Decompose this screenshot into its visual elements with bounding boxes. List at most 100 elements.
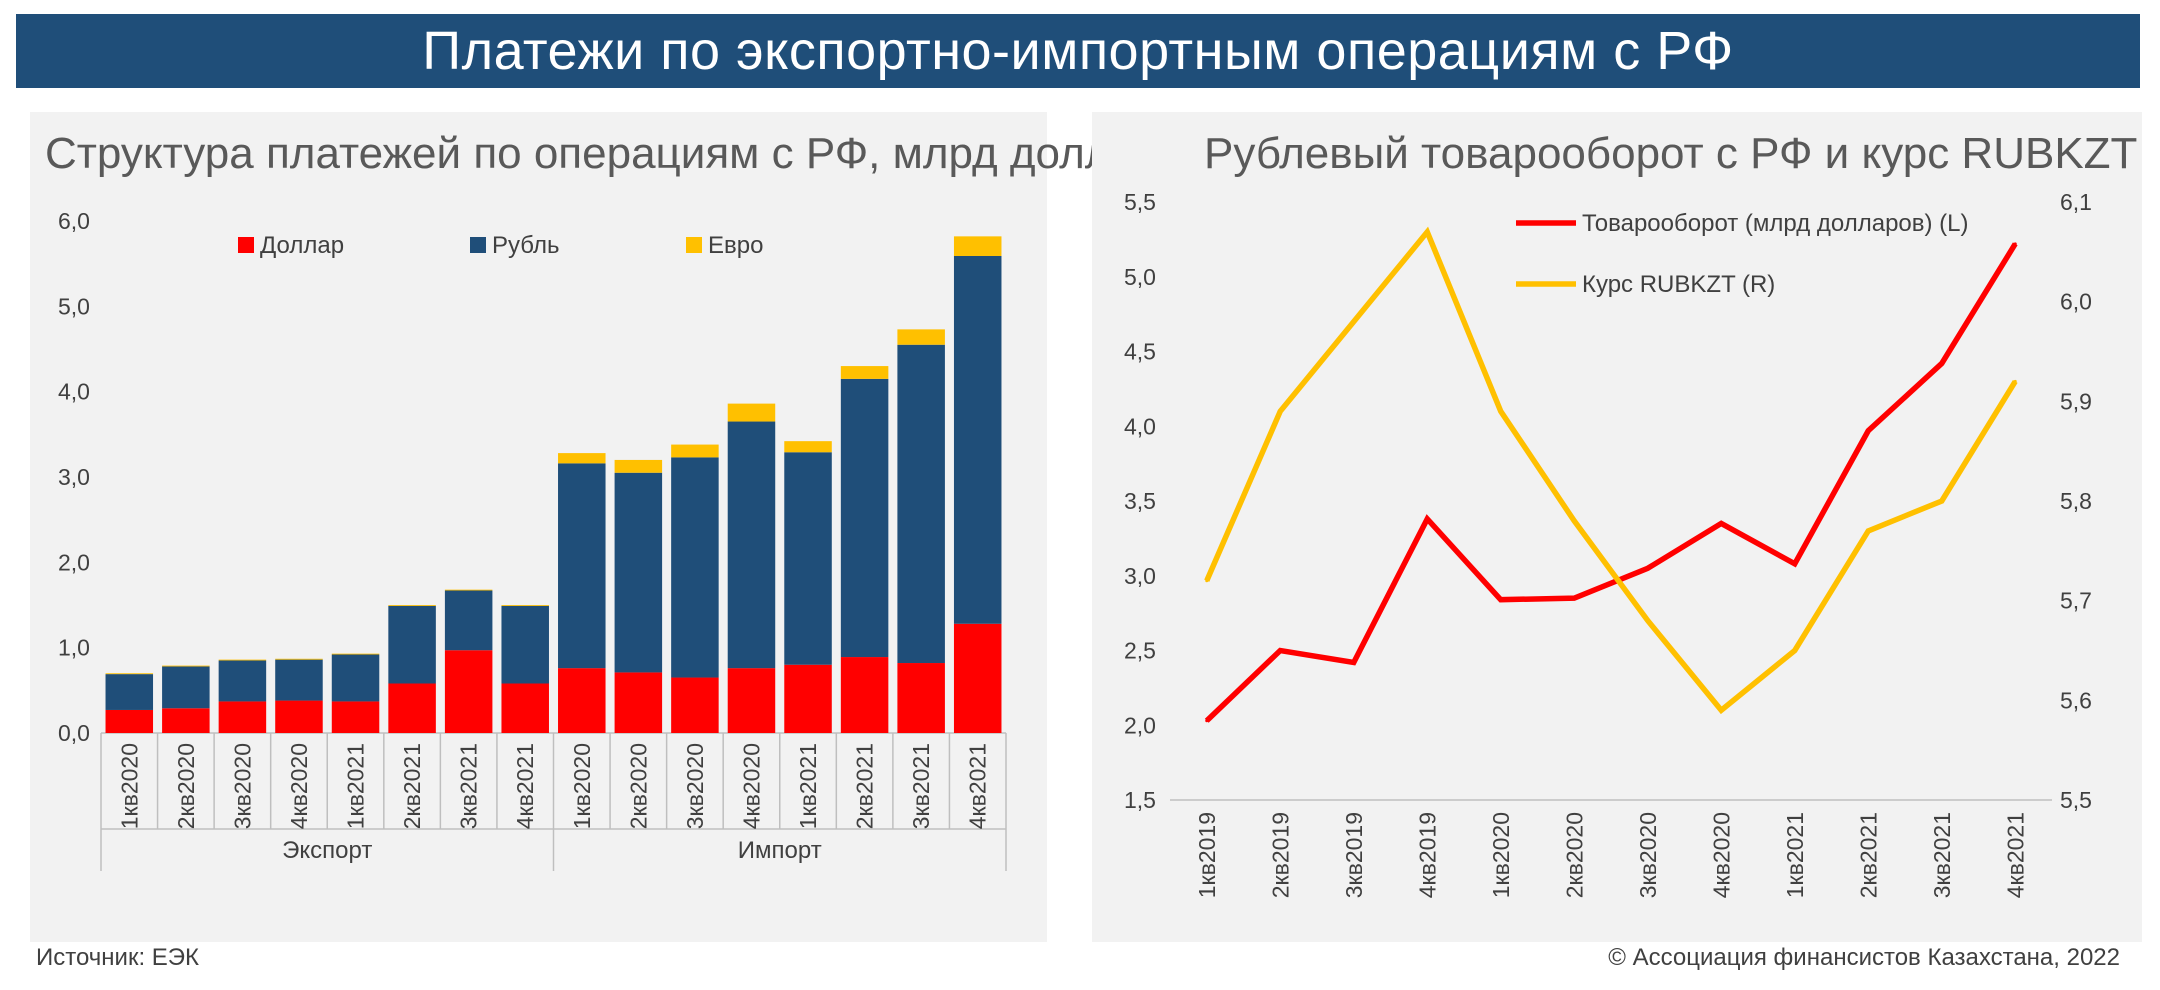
y-right-tick-label: 5,5 xyxy=(2060,787,2092,813)
rubkzt-series-line xyxy=(1204,226,2018,715)
x-category-label: 2кв2020 xyxy=(625,743,651,829)
x-category-label: 3кв2021 xyxy=(1929,812,1955,898)
bar-segment-ruble xyxy=(444,590,493,651)
y-tick-label: 5,0 xyxy=(58,293,90,319)
line-data-point xyxy=(1499,409,1503,413)
bar-segment-euro xyxy=(218,659,267,661)
bar-segment-dollar xyxy=(558,668,606,733)
y-left-tick-label: 3,0 xyxy=(1124,563,1156,589)
y-right-tick-label: 5,9 xyxy=(2060,388,2092,414)
bar-segment-ruble xyxy=(897,344,945,664)
x-category-label: 3кв2020 xyxy=(1635,812,1661,898)
bar-chart-panel: Структура платежей по операциям с РФ, мл… xyxy=(30,112,1123,942)
legend-swatch xyxy=(470,237,486,253)
bar-segment-ruble xyxy=(727,421,776,669)
line-data-point xyxy=(1499,598,1503,602)
y-left-tick-label: 3,5 xyxy=(1124,488,1156,514)
line-data-point xyxy=(2013,379,2017,383)
x-category-label: 2кв2021 xyxy=(852,743,878,829)
y-tick-label: 3,0 xyxy=(58,464,90,490)
x-category-label: 1кв2020 xyxy=(569,743,595,829)
bar-segment-dollar xyxy=(501,683,549,733)
y-right-tick-label: 5,6 xyxy=(2060,687,2092,713)
bar-segment-euro xyxy=(671,444,719,458)
y-right-tick-label: 6,1 xyxy=(2060,189,2092,215)
x-category-label: 2кв2019 xyxy=(1267,812,1293,898)
x-category-label: 2кв2021 xyxy=(399,743,425,829)
x-category-label: 2кв2020 xyxy=(173,743,199,829)
bar-segment-dollar xyxy=(444,650,493,733)
bar-segment-ruble xyxy=(671,457,719,678)
line-data-point xyxy=(1572,596,1576,600)
y-left-tick-label: 4,0 xyxy=(1124,413,1156,439)
bar-segment-dollar xyxy=(953,623,1002,733)
line-data-point xyxy=(1205,579,1209,583)
group-label: Экспорт xyxy=(282,837,372,864)
bar-segment-euro xyxy=(558,453,606,464)
y-left-tick-label: 5,5 xyxy=(1124,189,1156,215)
y-left-tick-label: 2,0 xyxy=(1124,712,1156,738)
bar-segment-dollar xyxy=(331,701,380,733)
bar-segment-dollar xyxy=(840,657,889,733)
line-data-point xyxy=(1646,566,1650,570)
x-category-label: 4кв2020 xyxy=(286,743,312,829)
bar-segment-ruble xyxy=(105,674,154,710)
line-data-point xyxy=(1940,361,1944,365)
legend-swatch xyxy=(686,237,702,253)
bar-segment-ruble xyxy=(784,452,832,665)
bar-segment-dollar xyxy=(784,664,832,733)
x-category-label: 1кв2021 xyxy=(795,743,821,829)
bar-segment-dollar xyxy=(614,672,663,733)
bar-segment-euro xyxy=(614,459,663,473)
bar-segment-euro xyxy=(501,605,549,606)
bar-segment-ruble xyxy=(388,605,436,684)
legend-label: Товарооборот (млрд долларов) (L) xyxy=(1582,210,1969,237)
line-data-point xyxy=(1205,719,1209,723)
line-chart-title: Рублевый товарооборот с РФ и курс RUBKZT xyxy=(1204,129,2137,178)
bar-segment-euro xyxy=(275,658,323,660)
bar-segment-ruble xyxy=(558,463,606,669)
legend-label: Доллар xyxy=(260,232,344,259)
source-note: Источник: ЕЭК xyxy=(36,944,200,971)
x-category-label: 3кв2020 xyxy=(229,743,255,829)
x-category-label: 3кв2021 xyxy=(908,743,934,829)
bar-segment-euro xyxy=(444,589,493,591)
y-right-tick-label: 5,7 xyxy=(2060,588,2092,614)
bar-segment-dollar xyxy=(218,701,267,733)
x-category-label: 2кв2021 xyxy=(1855,812,1881,898)
y-left-tick-label: 5,0 xyxy=(1124,264,1156,290)
y-tick-label: 4,0 xyxy=(58,379,90,405)
legend-label: Курс RUBKZT (R) xyxy=(1582,271,1775,298)
y-right-tick-label: 5,8 xyxy=(2060,488,2092,514)
bar-chart-title: Структура платежей по операциям с РФ, мл… xyxy=(45,129,1123,178)
line-data-point xyxy=(1572,519,1576,523)
line-chart-panel: Рублевый товарооборот с РФ и курс RUBKZT… xyxy=(1092,112,2142,942)
line-data-point xyxy=(1866,529,1870,533)
bar-segment-ruble xyxy=(953,255,1002,624)
bar-chart: Структура платежей по операциям с РФ, мл… xyxy=(45,129,1123,871)
y-left-tick-label: 2,5 xyxy=(1124,638,1156,664)
bar-segment-ruble xyxy=(331,654,380,702)
line-data-point xyxy=(1866,429,1870,433)
bar-segment-ruble xyxy=(614,472,663,673)
y-right-tick-label: 6,0 xyxy=(2060,289,2092,315)
group-label: Импорт xyxy=(738,837,822,864)
bar-segment-dollar xyxy=(671,677,719,733)
line-data-point xyxy=(1278,649,1282,652)
x-category-label: 4кв2021 xyxy=(512,743,538,829)
bar-segment-ruble xyxy=(162,666,210,709)
bar-segment-dollar xyxy=(897,663,945,733)
x-category-label: 4кв2020 xyxy=(738,743,764,829)
y-left-tick-label: 4,5 xyxy=(1124,339,1156,365)
bar-segment-dollar xyxy=(727,668,776,733)
line-data-point xyxy=(2013,242,2017,246)
legend-label: Рубль xyxy=(492,232,559,259)
y-tick-label: 1,0 xyxy=(58,635,90,661)
bar-segment-euro xyxy=(953,236,1002,256)
page-title: Платежи по экспортно-импортным операциям… xyxy=(16,14,2140,88)
line-chart: Рублевый товарооборот с РФ и курс RUBKZT… xyxy=(1124,129,2137,898)
x-category-label: 4кв2019 xyxy=(1414,812,1440,898)
line-data-point xyxy=(1425,517,1429,521)
x-category-label: 1кв2020 xyxy=(1488,812,1514,898)
line-data-point xyxy=(1646,619,1650,623)
